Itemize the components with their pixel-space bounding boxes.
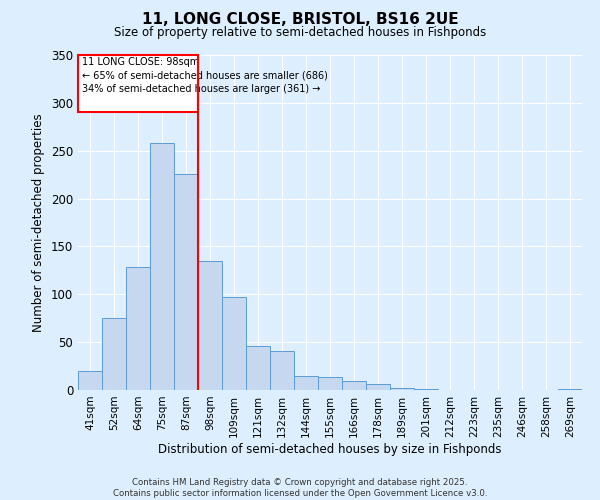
Bar <box>222 297 246 390</box>
Bar <box>102 318 126 390</box>
Y-axis label: Number of semi-detached properties: Number of semi-detached properties <box>32 113 46 332</box>
Bar <box>318 376 342 390</box>
Bar <box>174 174 198 390</box>
Bar <box>558 389 582 390</box>
Bar <box>126 268 150 390</box>
Text: Size of property relative to semi-detached houses in Fishponds: Size of property relative to semi-detach… <box>114 26 486 39</box>
Text: 11, LONG CLOSE, BRISTOL, BS16 2UE: 11, LONG CLOSE, BRISTOL, BS16 2UE <box>142 12 458 28</box>
Bar <box>270 351 294 390</box>
FancyBboxPatch shape <box>78 55 198 112</box>
Bar <box>246 346 270 390</box>
Text: 11 LONG CLOSE: 98sqm: 11 LONG CLOSE: 98sqm <box>82 57 199 67</box>
X-axis label: Distribution of semi-detached houses by size in Fishponds: Distribution of semi-detached houses by … <box>158 442 502 456</box>
Bar <box>366 384 390 390</box>
Bar <box>150 143 174 390</box>
Text: ← 65% of semi-detached houses are smaller (686): ← 65% of semi-detached houses are smalle… <box>82 70 328 81</box>
Bar <box>78 371 102 390</box>
Bar <box>198 261 222 390</box>
Text: Contains HM Land Registry data © Crown copyright and database right 2025.
Contai: Contains HM Land Registry data © Crown c… <box>113 478 487 498</box>
Bar <box>294 376 318 390</box>
Bar <box>342 382 366 390</box>
Bar <box>414 389 438 390</box>
Bar <box>390 388 414 390</box>
Text: 34% of semi-detached houses are larger (361) →: 34% of semi-detached houses are larger (… <box>82 84 320 94</box>
